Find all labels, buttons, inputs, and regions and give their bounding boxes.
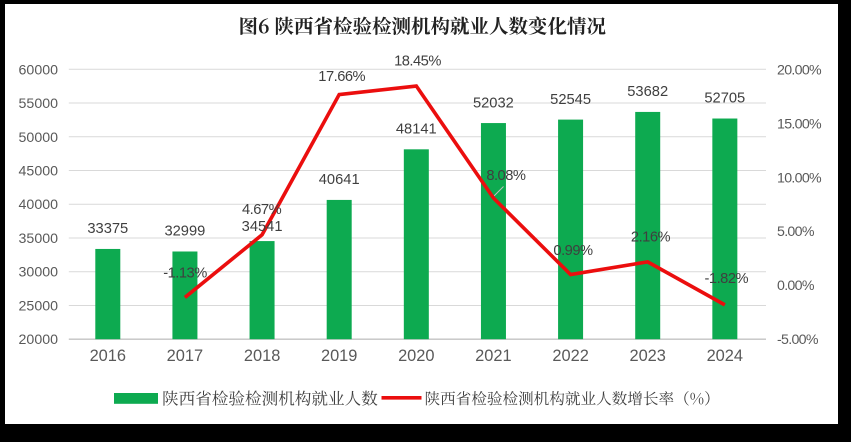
svg-text:33375: 33375 (87, 221, 128, 237)
svg-text:45000: 45000 (19, 164, 59, 180)
svg-text:-5.00%: -5.00% (777, 332, 819, 348)
svg-text:17.66%: 17.66% (318, 69, 365, 85)
svg-text:48141: 48141 (396, 122, 437, 138)
svg-text:2.16%: 2.16% (631, 230, 671, 246)
svg-text:40000: 40000 (19, 197, 59, 213)
svg-text:52705: 52705 (704, 91, 745, 107)
svg-text:18.45%: 18.45% (394, 53, 441, 69)
svg-text:8.08%: 8.08% (486, 168, 526, 184)
svg-text:52032: 52032 (473, 95, 514, 111)
svg-text:-1.82%: -1.82% (705, 271, 749, 287)
svg-text:35000: 35000 (19, 231, 59, 247)
svg-text:20.00%: 20.00% (777, 62, 822, 78)
svg-text:20000: 20000 (19, 332, 59, 348)
svg-text:53682: 53682 (627, 84, 668, 100)
svg-text:2017: 2017 (167, 347, 203, 365)
svg-text:2018: 2018 (244, 347, 280, 365)
svg-text:15.00%: 15.00% (777, 116, 822, 132)
svg-text:10.00%: 10.00% (777, 170, 822, 186)
svg-text:55000: 55000 (19, 96, 59, 112)
svg-text:50000: 50000 (19, 130, 59, 146)
svg-text:-1.13%: -1.13% (163, 266, 207, 282)
svg-text:2021: 2021 (475, 347, 511, 365)
svg-text:2019: 2019 (321, 347, 357, 365)
svg-text:52545: 52545 (550, 92, 591, 108)
svg-text:0.00%: 0.00% (777, 278, 815, 294)
svg-text:5.00%: 5.00% (777, 224, 815, 240)
svg-text:60000: 60000 (19, 62, 59, 78)
svg-text:34541: 34541 (242, 219, 283, 235)
svg-text:40641: 40641 (319, 172, 360, 188)
svg-text:32999: 32999 (164, 224, 205, 240)
svg-text:2024: 2024 (707, 347, 743, 365)
svg-text:25000: 25000 (19, 299, 59, 315)
svg-text:2016: 2016 (90, 347, 126, 365)
svg-text:0.99%: 0.99% (553, 243, 593, 259)
svg-text:30000: 30000 (19, 265, 59, 281)
svg-text:2023: 2023 (629, 347, 665, 365)
svg-text:2022: 2022 (552, 347, 588, 365)
svg-text:4.67%: 4.67% (242, 202, 282, 218)
svg-text:2020: 2020 (398, 347, 434, 365)
